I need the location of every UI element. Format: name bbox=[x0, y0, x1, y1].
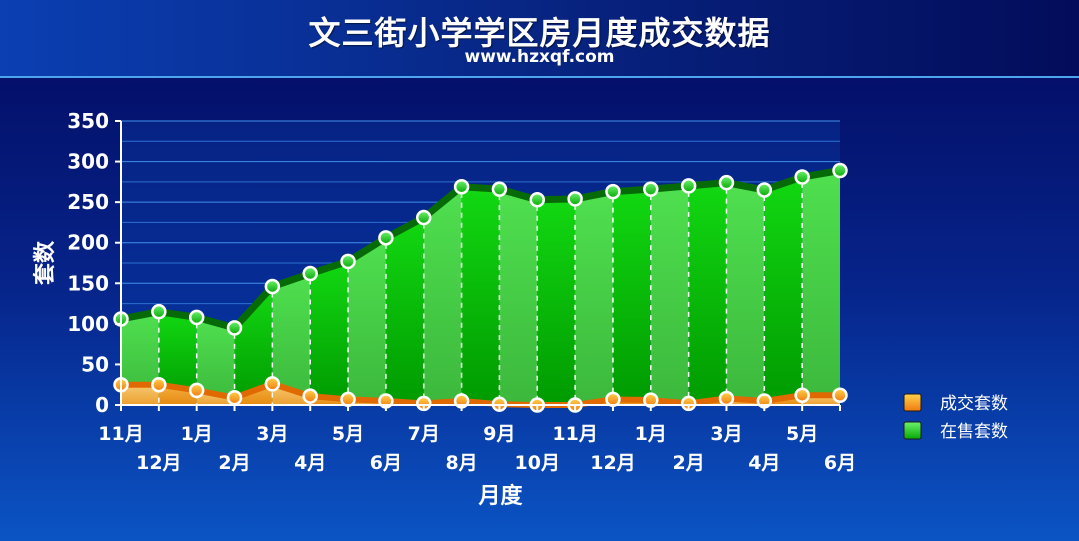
point-in-stock bbox=[680, 178, 697, 194]
area-segment-in-stock bbox=[537, 198, 576, 405]
x-tick-label: 9月 bbox=[483, 423, 515, 445]
x-tick-label: 7月 bbox=[408, 423, 440, 445]
y-tick-label: 350 bbox=[67, 109, 109, 133]
y-axis-title: 套数 bbox=[32, 240, 58, 285]
area-segment-in-stock bbox=[461, 186, 500, 405]
area-segment-in-stock bbox=[764, 176, 803, 405]
point-sold bbox=[340, 391, 356, 408]
x-tick-label: 6月 bbox=[370, 452, 402, 474]
area-segment-in-stock bbox=[385, 217, 424, 405]
legend-label: 在售套数 bbox=[940, 422, 1008, 442]
area-segment-in-stock bbox=[196, 317, 235, 405]
page-title: 文三街小学学区房月度成交数据 bbox=[308, 14, 771, 52]
x-tick-label: 12月 bbox=[590, 452, 635, 474]
y-tick-label: 150 bbox=[67, 271, 109, 295]
x-tick-label: 11月 bbox=[552, 423, 597, 445]
point-sold bbox=[188, 382, 205, 399]
point-in-stock bbox=[264, 278, 281, 295]
area-segment-in-stock bbox=[688, 182, 727, 405]
area-segment-in-stock bbox=[310, 261, 349, 405]
site-url: www.hzxqf.com bbox=[464, 47, 615, 67]
point-in-stock bbox=[718, 174, 735, 191]
area-segment-in-stock bbox=[272, 273, 311, 405]
point-sold bbox=[794, 387, 810, 404]
y-tick-label: 250 bbox=[67, 190, 109, 214]
point-in-stock bbox=[794, 169, 810, 185]
area-segment-in-stock bbox=[726, 182, 765, 405]
legend-label: 成交套数 bbox=[940, 394, 1008, 414]
point-sold bbox=[605, 391, 621, 408]
area-segment-in-stock bbox=[612, 189, 651, 405]
point-in-stock bbox=[529, 191, 546, 208]
point-sold bbox=[832, 387, 848, 404]
x-tick-label: 8月 bbox=[445, 452, 477, 474]
x-tick-label: 4月 bbox=[748, 452, 780, 474]
x-tick-label: 2月 bbox=[673, 452, 705, 474]
x-tick-label: 5月 bbox=[332, 423, 364, 445]
x-tick-label: 6月 bbox=[824, 452, 856, 474]
point-in-stock bbox=[756, 182, 773, 198]
point-in-stock bbox=[151, 303, 167, 320]
point-in-stock bbox=[226, 320, 243, 336]
point-sold bbox=[718, 390, 735, 407]
y-tick-label: 300 bbox=[67, 150, 109, 174]
area-segment-in-stock bbox=[423, 186, 462, 405]
point-in-stock bbox=[340, 253, 356, 270]
point-in-stock bbox=[453, 178, 470, 195]
y-tick-label: 200 bbox=[67, 231, 109, 255]
area-segment-in-stock bbox=[158, 311, 197, 405]
area-segment-in-stock bbox=[121, 311, 159, 405]
point-in-stock bbox=[378, 230, 394, 246]
point-sold bbox=[264, 376, 281, 392]
x-tick-label: 5月 bbox=[786, 423, 818, 445]
area-segment-sold bbox=[121, 384, 159, 405]
header-bar: 文三街小学学区房月度成交数据 www.hzxqf.com bbox=[0, 0, 1079, 76]
x-tick-label: 3月 bbox=[256, 423, 288, 445]
area-segment-in-stock bbox=[234, 286, 273, 405]
point-sold bbox=[226, 389, 243, 406]
x-tick-label: 4月 bbox=[294, 452, 326, 474]
legend-swatch bbox=[903, 421, 922, 440]
area-segment-in-stock bbox=[650, 185, 689, 405]
point-in-stock bbox=[302, 265, 318, 282]
point-in-stock bbox=[605, 183, 621, 200]
x-axis-title: 月度 bbox=[477, 483, 523, 509]
y-tick-label: 0 bbox=[95, 393, 109, 417]
x-tick-label: 10月 bbox=[515, 452, 560, 474]
area-segment-in-stock bbox=[348, 237, 386, 405]
point-in-stock bbox=[832, 162, 848, 179]
y-tick-label: 50 bbox=[81, 352, 109, 376]
x-tick-label: 2月 bbox=[218, 452, 250, 474]
x-tick-label: 1月 bbox=[181, 423, 213, 445]
point-sold bbox=[151, 376, 167, 393]
x-tick-label: 11月 bbox=[98, 423, 143, 445]
x-tick-label: 12月 bbox=[136, 452, 181, 474]
point-sold bbox=[302, 388, 318, 404]
x-tick-label: 3月 bbox=[710, 423, 742, 445]
area-segment-in-stock bbox=[802, 170, 840, 405]
point-in-stock bbox=[643, 181, 659, 197]
point-in-stock bbox=[567, 191, 583, 207]
legend-swatch bbox=[903, 393, 922, 412]
point-in-stock bbox=[188, 309, 205, 326]
point-in-stock bbox=[491, 181, 508, 197]
y-tick-label: 100 bbox=[67, 312, 109, 336]
point-in-stock bbox=[415, 209, 432, 226]
x-tick-label: 1月 bbox=[635, 423, 667, 445]
area-segment-in-stock bbox=[499, 189, 538, 405]
area-segment-in-stock bbox=[575, 191, 613, 405]
